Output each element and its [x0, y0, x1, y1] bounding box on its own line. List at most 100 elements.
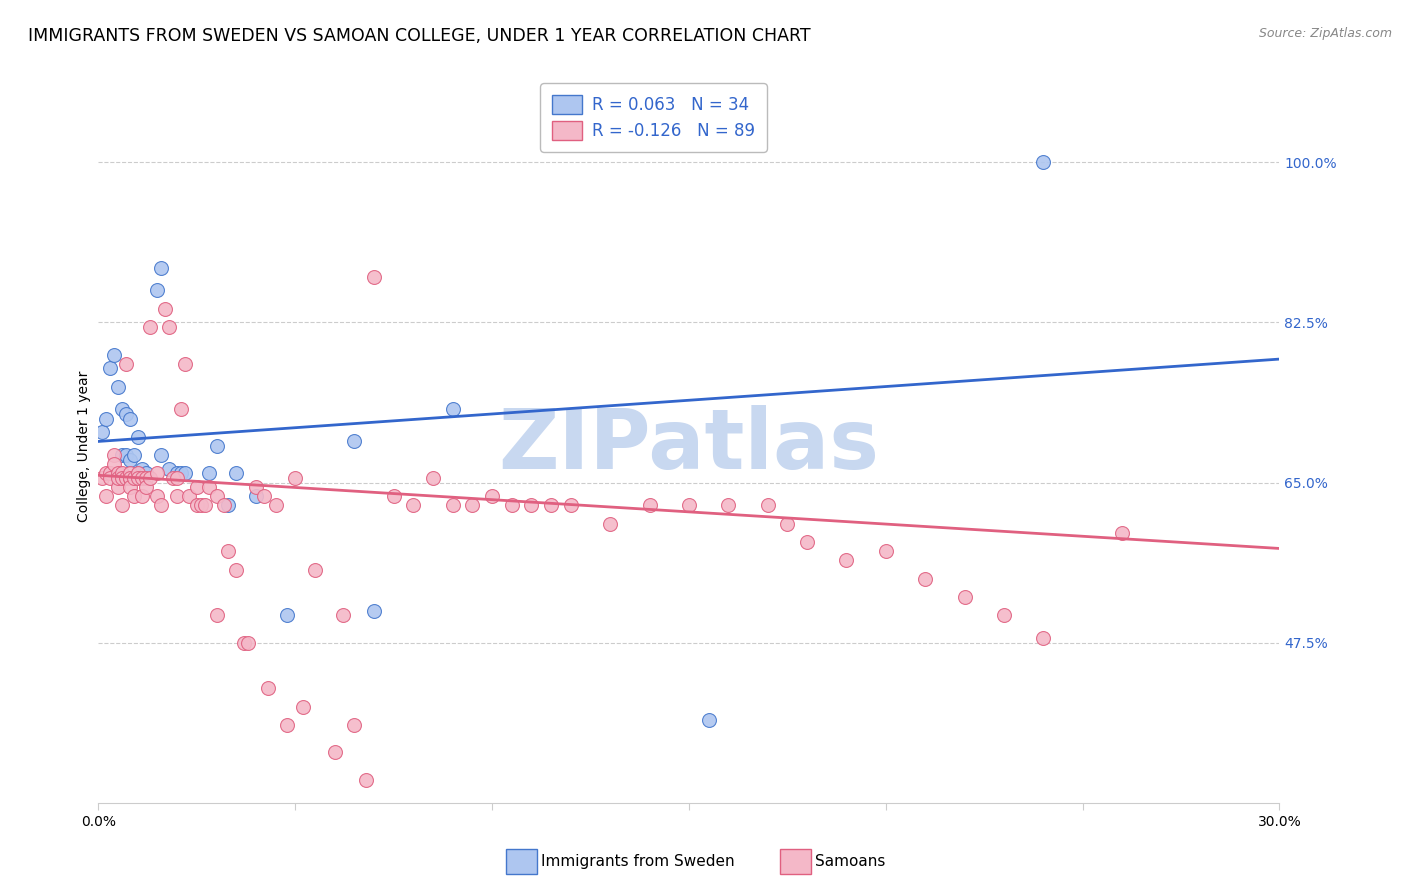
Point	[111, 471, 134, 485]
Point	[422, 471, 444, 485]
Point	[363, 604, 385, 618]
Point	[953, 590, 976, 604]
Point	[127, 471, 149, 485]
Point	[103, 448, 125, 462]
Point	[98, 471, 121, 485]
Point	[236, 636, 259, 650]
Point	[98, 467, 121, 481]
Point	[146, 284, 169, 298]
Point	[131, 462, 153, 476]
Point	[256, 681, 278, 696]
Point	[264, 499, 287, 513]
Point	[214, 499, 236, 513]
Point	[343, 434, 366, 449]
Point	[118, 467, 141, 481]
Point	[118, 452, 141, 467]
Point	[118, 471, 141, 485]
Point	[332, 608, 354, 623]
Point	[217, 499, 239, 513]
Point	[835, 553, 858, 567]
Point	[111, 499, 134, 513]
Point	[157, 320, 180, 334]
Point	[284, 471, 307, 485]
Point	[127, 467, 149, 481]
Point	[103, 347, 125, 361]
Point	[540, 499, 562, 513]
Point	[481, 489, 503, 503]
Point	[111, 448, 134, 462]
Point	[157, 462, 180, 476]
Point	[98, 361, 121, 376]
Point	[91, 471, 114, 485]
Point	[560, 499, 582, 513]
Point	[1111, 525, 1133, 540]
Point	[776, 516, 799, 531]
Point	[225, 467, 247, 481]
Point	[118, 471, 141, 485]
Point	[599, 516, 621, 531]
Point	[135, 467, 157, 481]
Point	[501, 499, 523, 513]
Point	[323, 746, 346, 760]
Point	[135, 480, 157, 494]
Point	[245, 489, 267, 503]
Point	[96, 411, 118, 425]
Point	[875, 544, 897, 558]
Point	[197, 480, 219, 494]
Point	[190, 499, 212, 513]
Point	[127, 467, 149, 481]
Point	[107, 471, 129, 485]
Point	[162, 471, 184, 485]
Point	[96, 467, 118, 481]
Point	[174, 357, 197, 371]
Point	[107, 379, 129, 393]
Point	[914, 572, 936, 586]
Point	[122, 489, 145, 503]
Point	[122, 471, 145, 485]
Text: Samoans: Samoans	[815, 855, 886, 869]
Point	[194, 499, 217, 513]
Point	[138, 320, 160, 334]
Point	[186, 499, 208, 513]
Point	[122, 448, 145, 462]
Point	[91, 425, 114, 440]
Point	[107, 480, 129, 494]
Point	[993, 608, 1015, 623]
Point	[135, 471, 157, 485]
Point	[166, 489, 188, 503]
Point	[197, 467, 219, 481]
Point	[638, 499, 661, 513]
Point	[225, 562, 247, 576]
Point	[205, 489, 228, 503]
Point	[520, 499, 543, 513]
Point	[115, 471, 138, 485]
Point	[107, 467, 129, 481]
Point	[96, 489, 118, 503]
Point	[103, 458, 125, 472]
Point	[354, 772, 377, 787]
Point	[146, 467, 169, 481]
Legend: R = 0.063   N = 34, R = -0.126   N = 89: R = 0.063 N = 34, R = -0.126 N = 89	[540, 83, 766, 152]
Point	[111, 467, 134, 481]
Point	[382, 489, 405, 503]
Point	[245, 480, 267, 494]
Text: ZIPatlas: ZIPatlas	[499, 406, 879, 486]
Point	[1032, 155, 1054, 169]
Text: Source: ZipAtlas.com: Source: ZipAtlas.com	[1258, 27, 1392, 40]
Point	[304, 562, 326, 576]
Point	[118, 411, 141, 425]
Point	[111, 402, 134, 417]
Point	[292, 699, 315, 714]
Point	[170, 402, 193, 417]
Point	[233, 636, 256, 650]
Point	[276, 718, 298, 732]
Point	[402, 499, 425, 513]
Point	[155, 301, 177, 316]
Point	[150, 260, 173, 275]
Point	[756, 499, 779, 513]
Point	[131, 471, 153, 485]
Y-axis label: College, Under 1 year: College, Under 1 year	[77, 370, 91, 522]
Point	[697, 714, 720, 728]
Point	[717, 499, 740, 513]
Point	[150, 448, 173, 462]
